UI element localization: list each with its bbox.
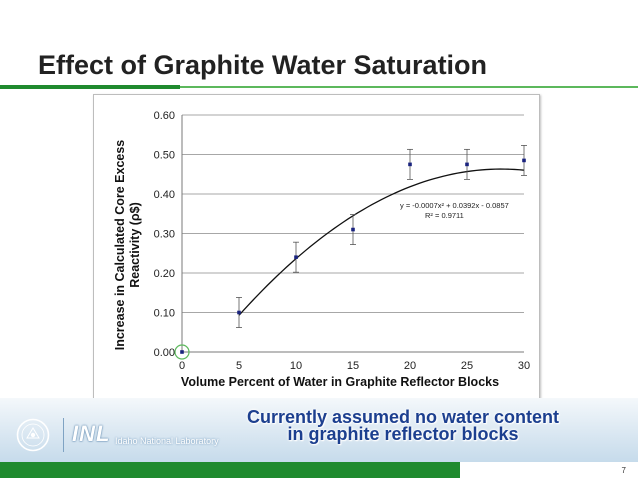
inl-logo-text: INL bbox=[72, 421, 111, 446]
y-tick-label: 0.10 bbox=[154, 308, 175, 320]
data-point bbox=[180, 350, 184, 354]
data-point bbox=[237, 310, 241, 315]
y-tick-label: 0.60 bbox=[154, 110, 175, 122]
y-axis-label-line2: Reactivity (ρ$) bbox=[128, 202, 142, 288]
x-tick-labels: 0 5 10 15 20 25 30 bbox=[179, 360, 530, 372]
trendline-equation-label: y = -0.0007x² + 0.0392x - 0.0857 bbox=[400, 201, 509, 210]
assumption-note: Currently assumed no water content in gr… bbox=[218, 407, 588, 444]
x-axis-label: Volume Percent of Water in Graphite Refl… bbox=[181, 375, 499, 389]
assumption-note-line2: in graphite reflector blocks bbox=[287, 424, 519, 444]
slide-title: Effect of Graphite Water Saturation bbox=[38, 50, 488, 80]
data-point bbox=[522, 158, 526, 163]
footer-band bbox=[0, 398, 638, 462]
y-tick-label: 0.40 bbox=[154, 189, 175, 201]
chart-gridlines bbox=[182, 114, 524, 313]
reactivity-chart: 0.00 0.10 0.20 0.30 0.40 0.50 0.60 0 5 10 15 20 25 3… bbox=[113, 110, 530, 389]
x-tick-label: 15 bbox=[347, 360, 359, 372]
x-tick-label: 0 bbox=[179, 360, 185, 372]
doe-seal-icon bbox=[16, 418, 50, 452]
trendline-r2-label: R² = 0.9711 bbox=[425, 211, 464, 220]
footer-bar bbox=[0, 462, 638, 478]
y-tick-label: 0.50 bbox=[154, 150, 175, 162]
data-point bbox=[408, 162, 412, 167]
footer-bar-blank bbox=[460, 462, 638, 478]
footer-bar-accent bbox=[0, 462, 460, 478]
title-rule-accent bbox=[0, 85, 180, 89]
chart-axes bbox=[181, 115, 524, 353]
assumption-note-line1: Currently assumed no water content bbox=[246, 407, 560, 427]
data-points bbox=[180, 158, 526, 354]
chart-frame: 0.00 0.10 0.20 0.30 0.40 0.50 0.60 0 5 10 15 20 25 3… bbox=[93, 94, 540, 401]
y-axis-label-line1: Increase in Calculated Core Excess bbox=[113, 140, 127, 351]
x-tick-label: 30 bbox=[518, 360, 530, 372]
title-rule-line bbox=[180, 86, 638, 88]
data-point bbox=[294, 255, 298, 259]
x-tick-label: 5 bbox=[236, 360, 242, 372]
error-bars bbox=[236, 145, 527, 328]
trendline-curve bbox=[238, 168, 525, 316]
page-number: 7 bbox=[621, 466, 626, 475]
y-tick-label: 0.30 bbox=[154, 229, 175, 241]
x-tick-label: 20 bbox=[404, 360, 416, 372]
data-point bbox=[465, 162, 469, 167]
zero-point-highlight-circle bbox=[174, 344, 190, 360]
x-tick-label: 25 bbox=[461, 360, 473, 372]
y-tick-label: 0.20 bbox=[154, 268, 175, 280]
logo-divider bbox=[63, 418, 64, 452]
y-tick-labels: 0.00 0.10 0.20 0.30 0.40 0.50 0.60 bbox=[154, 110, 175, 359]
x-tick-label: 10 bbox=[290, 360, 302, 372]
y-tick-label: 0.00 bbox=[154, 347, 175, 359]
title-rule bbox=[0, 85, 638, 89]
inl-logo-subtext: Idaho National Laboratory bbox=[115, 436, 219, 446]
data-point bbox=[351, 227, 355, 232]
